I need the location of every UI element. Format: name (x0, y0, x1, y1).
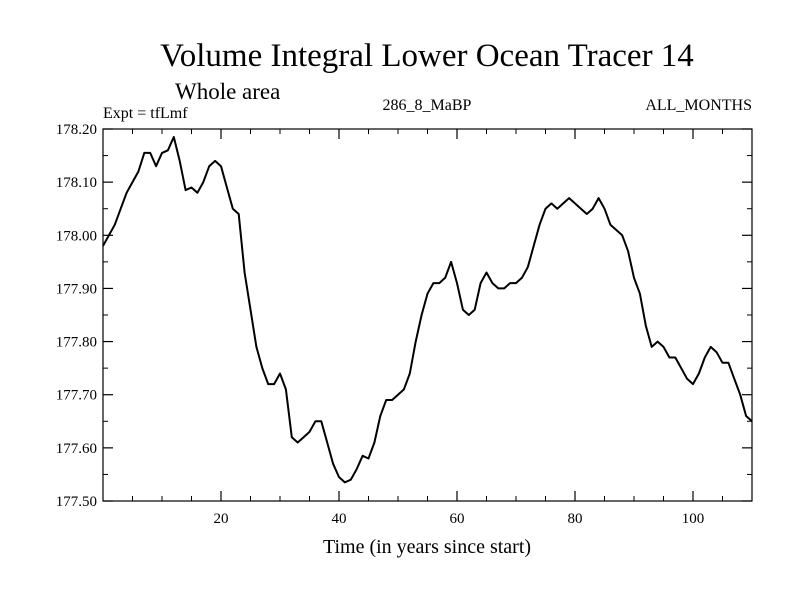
expt-label: Expt = tfLmf (103, 105, 188, 122)
x-tick-label: 20 (214, 511, 229, 527)
y-tick-label: 177.60 (56, 441, 97, 457)
x-axis: 20 40 60 80 100 (132, 129, 723, 527)
x-tick-label: 40 (332, 511, 347, 527)
plot-frame (102, 128, 753, 502)
y-tick-label: 177.50 (56, 494, 97, 510)
period-label: 286_8_MaBP (383, 97, 472, 114)
y-tick-label: 177.70 (56, 388, 97, 404)
x-tick-label: 100 (682, 511, 705, 527)
y-tick-label: 177.80 (56, 335, 97, 351)
x-axis-label: Time (in years since start) (323, 536, 531, 558)
series-line (102, 136, 753, 484)
chart-title: Volume Integral Lower Ocean Tracer 14 (160, 38, 694, 74)
chart-subtitle: Whole area (175, 79, 280, 104)
y-tick-label: 178.20 (56, 122, 97, 138)
y-tick-label: 178.10 (56, 175, 97, 191)
x-tick-label: 80 (568, 511, 583, 527)
y-axis: 177.50 177.60 177.70 177.80 177.90 178.00 178.… (56, 122, 752, 510)
months-label: ALL_MONTHS (645, 97, 752, 114)
x-tick-label: 60 (450, 511, 465, 527)
y-tick-label: 177.90 (56, 281, 97, 297)
y-tick-label: 178.00 (56, 228, 97, 244)
